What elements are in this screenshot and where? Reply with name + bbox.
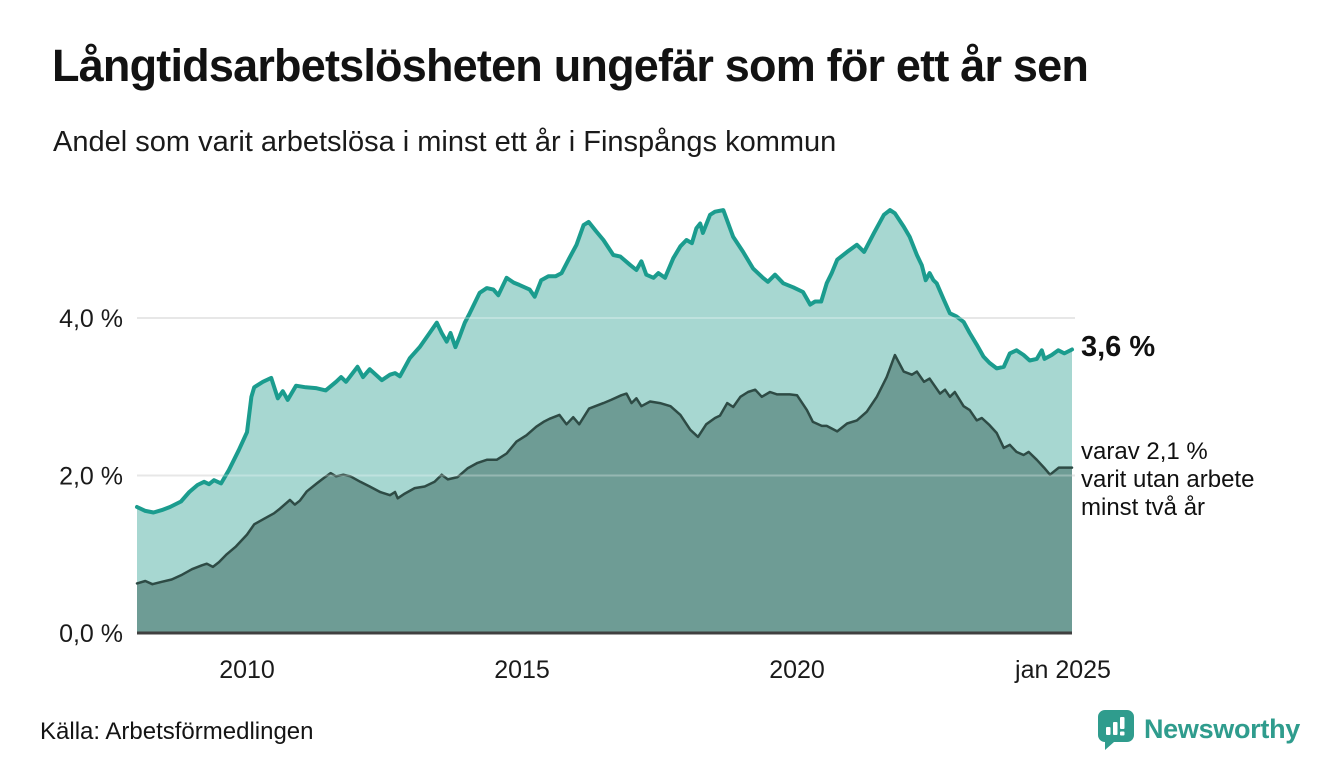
x-tick-label: 2010 bbox=[219, 656, 275, 684]
x-tick-label: 2020 bbox=[769, 656, 825, 684]
area-series-1 bbox=[137, 355, 1072, 633]
latest-two-years-line1: varav 2,1 % bbox=[1081, 438, 1208, 465]
x-tick-label: jan 2025 bbox=[1014, 656, 1111, 684]
line-series-1 bbox=[135, 353, 1074, 586]
latest-total-label: 3,6 % bbox=[1081, 331, 1156, 363]
brand-logo: Newsworthy bbox=[1096, 708, 1300, 750]
y-tick-label: 0,0 % bbox=[59, 620, 123, 648]
y-tick-label: 2,0 % bbox=[59, 463, 123, 491]
latest-two-years-line3: minst två år bbox=[1081, 494, 1206, 521]
brand-name: Newsworthy bbox=[1143, 713, 1300, 744]
newsworthy-icon bbox=[1097, 710, 1134, 750]
y-tick-label: 4,0 % bbox=[59, 305, 123, 333]
source-credit: Källa: Arbetsförmedlingen bbox=[40, 718, 314, 745]
latest-two-years-label: varav 2,1 % varit utan arbete minst två … bbox=[1081, 438, 1254, 522]
line-series-0 bbox=[135, 208, 1074, 515]
page-subtitle: Andel som varit arbetslösa i minst ett å… bbox=[53, 126, 837, 158]
page-title: Långtidsarbetslösheten ungefär som för e… bbox=[52, 40, 1089, 91]
latest-two-years-line2: varit utan arbete bbox=[1081, 466, 1255, 493]
x-tick-label: 2015 bbox=[494, 656, 550, 684]
